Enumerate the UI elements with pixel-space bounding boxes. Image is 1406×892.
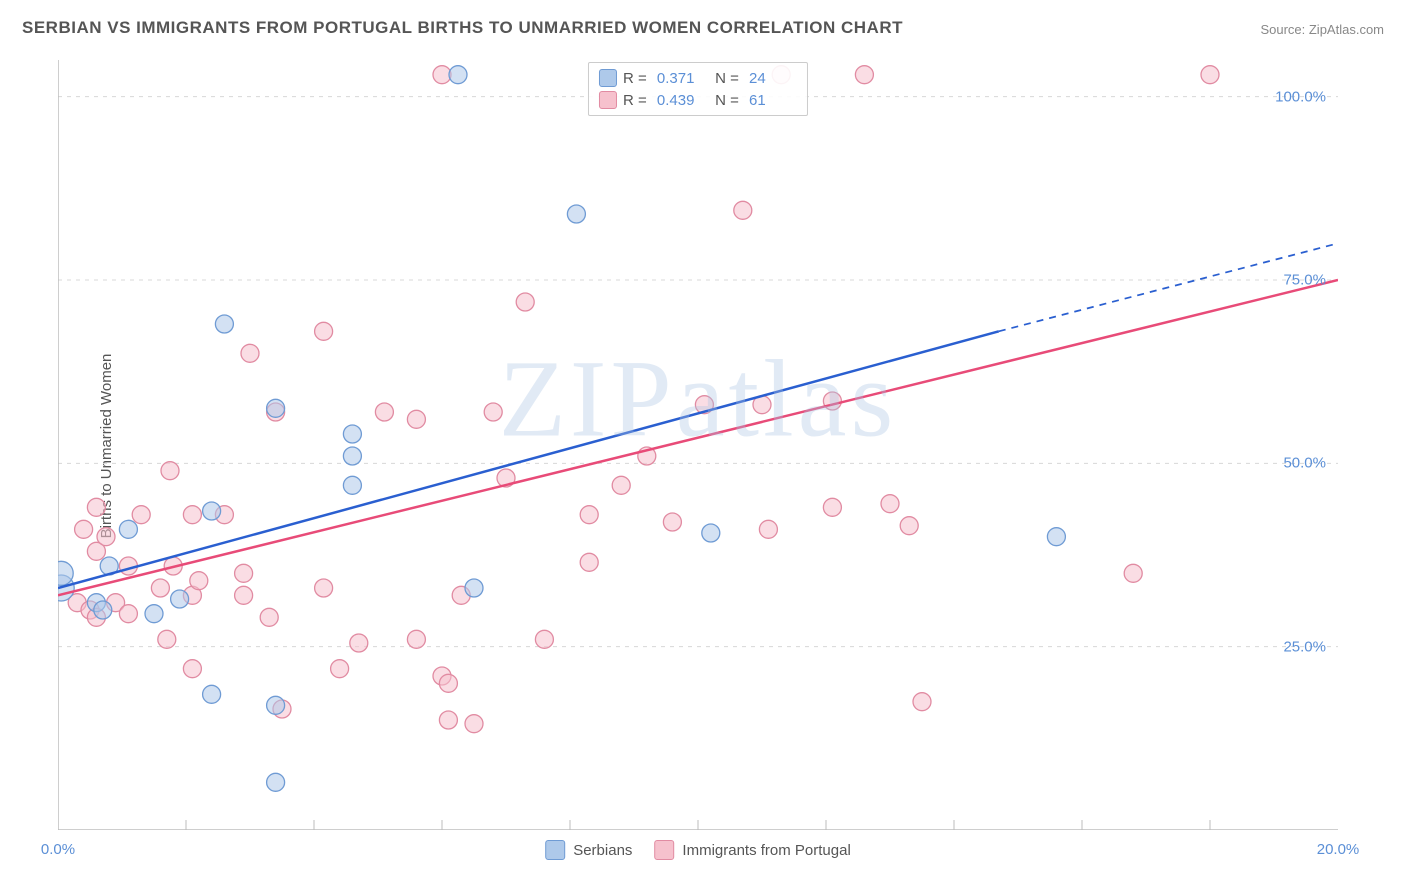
legend-swatch-icon xyxy=(545,840,565,860)
legend-series-label: Immigrants from Portugal xyxy=(682,842,850,859)
correlation-legend: R = 0.371 N = 24R = 0.439 N = 61 xyxy=(588,62,808,116)
y-tick-label: 100.0% xyxy=(1275,88,1326,105)
legend-r-label: R = xyxy=(623,70,651,87)
legend-swatch-icon xyxy=(599,69,617,87)
y-tick-label: 25.0% xyxy=(1283,638,1326,655)
x-tick-label: 20.0% xyxy=(1317,841,1360,858)
source-attribution: Source: ZipAtlas.com xyxy=(1260,22,1384,37)
legend-swatch-icon xyxy=(599,91,617,109)
legend-n-value: 61 xyxy=(749,92,797,109)
legend-series-item: Immigrants from Portugal xyxy=(654,840,850,860)
legend-series-item: Serbians xyxy=(545,840,632,860)
legend-n-value: 24 xyxy=(749,70,797,87)
legend-r-label: R = xyxy=(623,92,651,109)
y-tick-label: 75.0% xyxy=(1283,272,1326,289)
legend-series-label: Serbians xyxy=(573,842,632,859)
legend-n-label: N = xyxy=(711,92,743,109)
legend-n-label: N = xyxy=(711,70,743,87)
scatter-plot xyxy=(58,60,1338,830)
chart-title: SERBIAN VS IMMIGRANTS FROM PORTUGAL BIRT… xyxy=(22,18,903,38)
legend-correlation-row: R = 0.439 N = 61 xyxy=(599,89,797,111)
x-tick-label: 0.0% xyxy=(41,841,75,858)
y-tick-label: 50.0% xyxy=(1283,455,1326,472)
chart-area: ZIPatlas R = 0.371 N = 24R = 0.439 N = 6… xyxy=(58,60,1338,830)
legend-r-value: 0.371 xyxy=(657,70,705,87)
legend-swatch-icon xyxy=(654,840,674,860)
series-legend: Serbians Immigrants from Portugal xyxy=(545,840,851,860)
legend-r-value: 0.439 xyxy=(657,92,705,109)
legend-correlation-row: R = 0.371 N = 24 xyxy=(599,67,797,89)
